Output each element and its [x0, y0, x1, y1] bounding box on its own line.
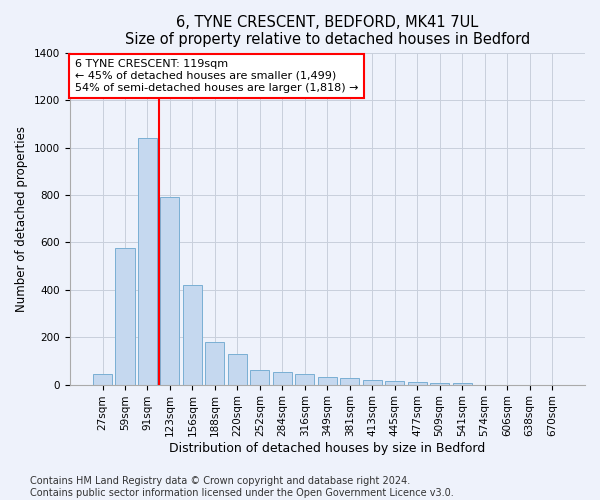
Title: 6, TYNE CRESCENT, BEDFORD, MK41 7UL
Size of property relative to detached houses: 6, TYNE CRESCENT, BEDFORD, MK41 7UL Size…	[125, 15, 530, 48]
Bar	[115, 248, 134, 384]
Bar	[362, 380, 382, 384]
Bar	[340, 378, 359, 384]
Text: 6 TYNE CRESCENT: 119sqm
← 45% of detached houses are smaller (1,499)
54% of semi: 6 TYNE CRESCENT: 119sqm ← 45% of detache…	[74, 60, 358, 92]
Bar	[250, 370, 269, 384]
Y-axis label: Number of detached properties: Number of detached properties	[15, 126, 28, 312]
Bar	[160, 198, 179, 384]
Bar	[407, 382, 427, 384]
X-axis label: Distribution of detached houses by size in Bedford: Distribution of detached houses by size …	[169, 442, 485, 455]
Bar	[430, 382, 449, 384]
Bar	[385, 381, 404, 384]
Bar	[295, 374, 314, 384]
Bar	[273, 372, 292, 384]
Bar	[228, 354, 247, 384]
Bar	[318, 378, 337, 384]
Bar	[138, 138, 157, 384]
Bar	[93, 374, 112, 384]
Bar	[183, 285, 202, 384]
Bar	[205, 342, 224, 384]
Text: Contains HM Land Registry data © Crown copyright and database right 2024.
Contai: Contains HM Land Registry data © Crown c…	[30, 476, 454, 498]
